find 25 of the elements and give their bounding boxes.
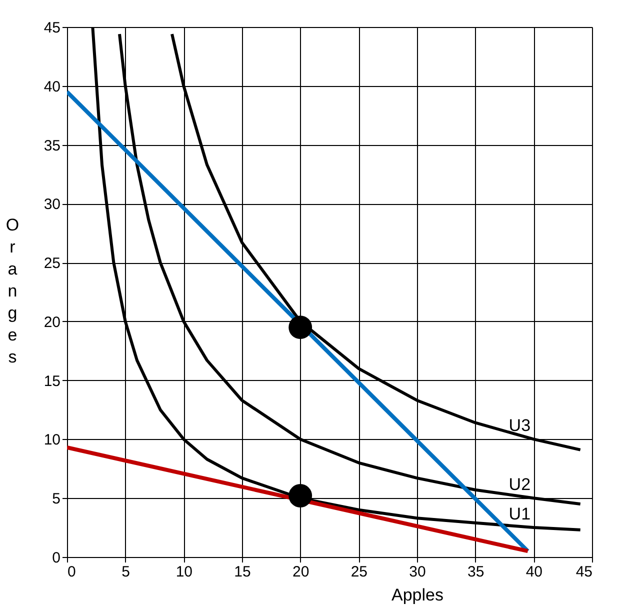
x-tick-label: 40 bbox=[526, 564, 543, 580]
x-tick-label: 5 bbox=[122, 564, 130, 580]
x-tick-label: 25 bbox=[350, 564, 368, 580]
x-tick-label: 20 bbox=[292, 564, 310, 580]
series-label: U2 bbox=[508, 475, 531, 494]
x-tick-label: 30 bbox=[409, 564, 426, 580]
y-tick-label: 35 bbox=[44, 137, 60, 154]
x-tick-label: 0 bbox=[68, 564, 76, 580]
x-tick-label: 35 bbox=[467, 564, 484, 580]
x-tick-label: 45 bbox=[576, 564, 592, 580]
y-axis-title: Oranges bbox=[6, 216, 20, 366]
y-tick-label: 5 bbox=[52, 490, 60, 508]
series-label: U3 bbox=[508, 416, 531, 436]
x-tick-label: 15 bbox=[234, 564, 251, 580]
y-tick-label: 10 bbox=[44, 432, 60, 449]
y-tick-label: 30 bbox=[44, 196, 60, 214]
x-axis-title: Apples bbox=[392, 586, 444, 604]
y-tick-label: 45 bbox=[44, 20, 60, 36]
x-tick-label: 10 bbox=[176, 564, 193, 580]
y-tick-label: 0 bbox=[52, 550, 60, 566]
y-tick-label: 40 bbox=[44, 78, 60, 96]
y-tick-label: 25 bbox=[44, 255, 60, 272]
series-label: U1 bbox=[508, 504, 531, 524]
y-tick-label: 15 bbox=[44, 372, 60, 390]
y-tick-label: 20 bbox=[44, 314, 60, 331]
